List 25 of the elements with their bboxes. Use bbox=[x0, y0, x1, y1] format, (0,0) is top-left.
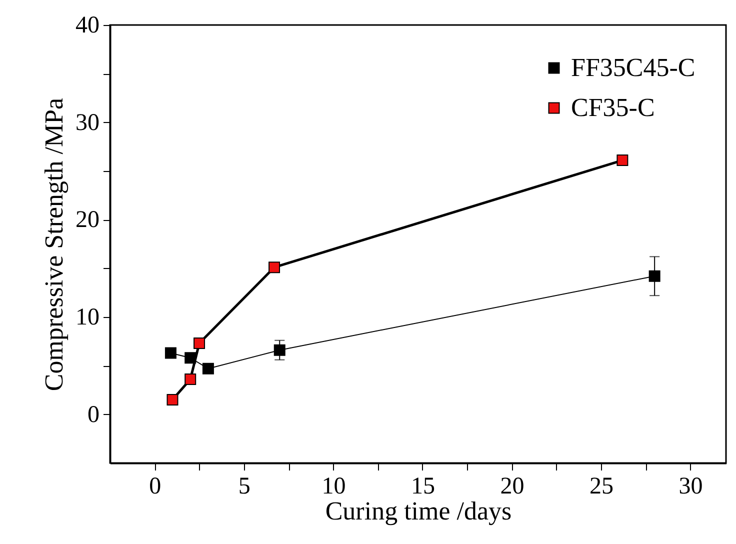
legend-label: FF35C45-C bbox=[571, 53, 696, 82]
x-tick-label: 5 bbox=[238, 474, 250, 500]
y-tick-label: 10 bbox=[76, 304, 100, 330]
x-tick-label: 0 bbox=[149, 474, 162, 500]
point bbox=[194, 338, 206, 350]
x-tick-label: 20 bbox=[500, 474, 524, 500]
x-axis-title: Curing time /days bbox=[325, 496, 512, 526]
point bbox=[184, 374, 196, 386]
x-tick-label: 10 bbox=[322, 474, 346, 500]
point bbox=[166, 394, 178, 406]
point bbox=[268, 262, 280, 274]
point bbox=[274, 344, 286, 356]
x-tick-label: 30 bbox=[678, 474, 703, 500]
point bbox=[648, 270, 660, 282]
legend-label: CF35-C bbox=[571, 93, 655, 122]
point bbox=[202, 362, 214, 374]
y-axis-title: Compressive Strength /MPa bbox=[40, 97, 68, 392]
point bbox=[616, 154, 628, 166]
x-tick-label: 25 bbox=[590, 474, 614, 500]
y-tick-label: 0 bbox=[88, 402, 100, 428]
point bbox=[164, 347, 176, 359]
x-tick-label: 15 bbox=[410, 474, 435, 500]
y-tick-label: 40 bbox=[76, 12, 100, 38]
y-tick-label: 20 bbox=[76, 207, 100, 234]
y-tick-label: 30 bbox=[76, 110, 100, 136]
